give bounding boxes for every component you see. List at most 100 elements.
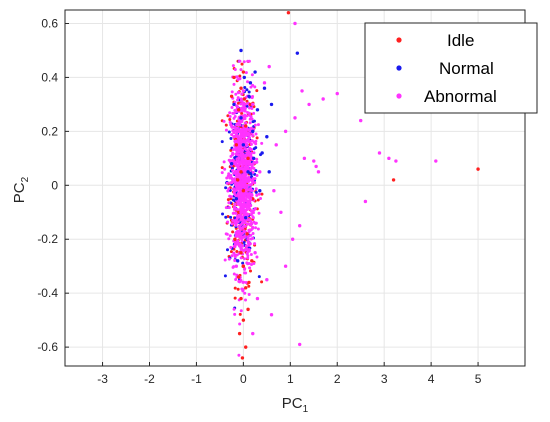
scatter-point-abnormal — [232, 244, 236, 248]
scatter-point-abnormal — [233, 179, 237, 183]
scatter-point-abnormal — [229, 154, 233, 158]
scatter-point-abnormal — [244, 121, 248, 125]
scatter-point-idle — [236, 275, 241, 279]
scatter-point-abnormal — [302, 156, 307, 161]
scatter-point-abnormal — [238, 226, 242, 230]
scatter-point-normal — [251, 129, 255, 134]
scatter-point-abnormal — [250, 73, 254, 77]
scatter-point-abnormal — [244, 138, 248, 142]
scatter-point-abnormal — [239, 138, 243, 142]
scatter-point-abnormal — [232, 111, 236, 115]
scatter-point-idle — [286, 10, 291, 15]
scatter-point-abnormal — [274, 143, 278, 147]
scatter-point-abnormal — [246, 256, 250, 260]
scatter-point-idle — [228, 118, 232, 122]
scatter-point-abnormal — [240, 106, 244, 110]
scatter-point-abnormal — [251, 211, 255, 215]
scatter-point-idle — [256, 198, 260, 202]
scatter-point-abnormal — [262, 81, 267, 85]
scatter-point-abnormal — [233, 312, 237, 316]
scatter-point-abnormal — [224, 206, 228, 210]
scatter-point-abnormal — [255, 193, 259, 197]
scatter-point-abnormal — [245, 205, 249, 209]
scatter-point-normal — [242, 240, 246, 244]
scatter-point-abnormal — [233, 220, 237, 224]
scatter-point-idle — [244, 124, 248, 128]
legend-marker-abnormal — [396, 93, 402, 99]
scatter-point-abnormal — [231, 148, 235, 152]
scatter-point-abnormal — [239, 129, 243, 133]
scatter-point-abnormal — [233, 202, 237, 206]
scatter-point-abnormal — [243, 167, 247, 171]
scatter-point-abnormal — [233, 189, 237, 193]
scatter-point-normal — [251, 156, 256, 161]
y-tick-label: -0.2 — [37, 232, 58, 246]
scatter-point-abnormal — [238, 174, 242, 178]
scatter-point-idle — [237, 331, 242, 336]
scatter-point-abnormal — [247, 292, 251, 296]
scatter-point-abnormal — [249, 253, 253, 257]
scatter-point-idle — [236, 210, 241, 214]
scatter-point-abnormal — [232, 205, 236, 209]
scatter-point-abnormal — [248, 113, 252, 117]
scatter-point-abnormal — [228, 234, 232, 238]
scatter-point-idle — [236, 108, 241, 112]
scatter-point-abnormal — [243, 172, 247, 176]
scatter-point-abnormal — [256, 227, 260, 231]
legend-item-idle: Idle — [396, 31, 474, 50]
scatter-point-idle — [236, 178, 240, 182]
scatter-point-abnormal — [249, 126, 253, 130]
scatter-point-abnormal — [236, 98, 240, 102]
scatter-point-idle — [233, 296, 237, 300]
scatter-point-abnormal — [238, 142, 242, 146]
scatter-point-normal — [247, 94, 251, 99]
scatter-point-abnormal — [293, 116, 297, 120]
scatter-point-normal — [246, 170, 250, 174]
scatter-point-abnormal — [245, 142, 249, 146]
scatter-point-abnormal — [256, 123, 260, 127]
scatter-point-normal — [234, 197, 239, 201]
scatter-point-abnormal — [249, 153, 253, 157]
scatter-point-abnormal — [233, 241, 237, 245]
x-tick-label: 2 — [334, 372, 341, 386]
scatter-point-abnormal — [269, 313, 274, 317]
scatter-point-idle — [240, 111, 244, 115]
scatter-point-abnormal — [254, 187, 258, 191]
scatter-point-idle — [242, 97, 247, 101]
scatter-point-abnormal — [229, 195, 233, 199]
scatter-point-abnormal — [229, 245, 233, 249]
scatter-point-abnormal — [228, 111, 232, 115]
scatter-point-abnormal — [242, 248, 246, 252]
scatter-point-abnormal — [243, 267, 247, 271]
scatter-point-abnormal — [236, 156, 241, 161]
scatter-point-idle — [245, 99, 249, 103]
scatter-point-abnormal — [229, 173, 233, 177]
scatter-point-normal — [223, 274, 227, 278]
legend: Idle Normal Abnormal — [364, 22, 538, 114]
scatter-point-abnormal — [233, 68, 237, 72]
scatter-point-abnormal — [257, 192, 261, 196]
scatter-point-abnormal — [363, 199, 368, 204]
scatter-point-abnormal — [253, 177, 257, 181]
scatter-point-abnormal — [232, 116, 236, 120]
scatter-point-abnormal — [272, 188, 276, 193]
y-tick-label: -0.6 — [37, 340, 58, 354]
scatter-point-abnormal — [245, 185, 249, 189]
scatter-point-idle — [240, 356, 245, 360]
scatter-point-abnormal — [246, 218, 250, 222]
y-tick-label: 0.2 — [41, 124, 58, 138]
scatter-point-abnormal — [248, 266, 252, 270]
scatter-point-abnormal — [242, 60, 246, 64]
scatter-point-idle — [239, 296, 243, 301]
scatter-point-normal — [229, 136, 233, 140]
scatter-point-abnormal — [244, 298, 248, 302]
scatter-point-abnormal — [254, 132, 258, 136]
scatter-point-normal — [239, 116, 243, 120]
scatter-point-abnormal — [242, 211, 246, 215]
scatter-point-idle — [246, 156, 250, 161]
scatter-point-abnormal — [321, 97, 325, 101]
scatter-point-abnormal — [241, 220, 245, 224]
scatter-point-abnormal — [251, 226, 255, 230]
scatter-point-abnormal — [238, 59, 242, 63]
scatter-point-abnormal — [240, 92, 244, 96]
